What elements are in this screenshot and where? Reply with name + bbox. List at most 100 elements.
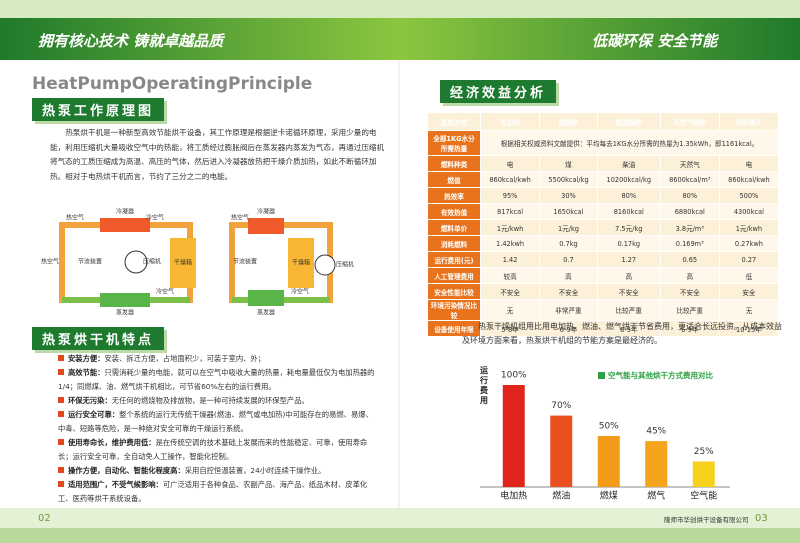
- table-cell: 1元/kwh: [479, 219, 541, 236]
- cost-table: 能热方式 电加热 煤锅炉 燃油锅炉 天然气锅炉 热泵烘干 全部1KG水分所需热量 根据相关权威…: [427, 112, 780, 337]
- bullet: [58, 481, 64, 487]
- principle-text: 热泵烘干机是一种新型高效节能烘干设备，其工作原理是根据逆卡诺循环原理，采用少量的…: [50, 128, 385, 181]
- table-cell: 6-9年: [539, 320, 598, 337]
- feature-title: 高效节能：: [68, 368, 105, 377]
- header-cell: 燃油锅炉: [596, 112, 661, 131]
- feature-text: 可广泛适用于各种食品、农副产品、海产品、纸品木材、皮革化工、医药等烘干系统设备。: [58, 480, 368, 503]
- header-cell: 能热方式: [427, 112, 481, 131]
- diagram-label: 冷空气: [291, 288, 309, 296]
- page-number: 02: [38, 513, 51, 524]
- header-row: 能热方式 电加热 煤锅炉 燃油锅炉 天然气锅炉 热泵烘干: [427, 112, 780, 131]
- table-cell: 运行费用(元): [427, 251, 481, 268]
- feature-item: 适用范围广，不受气候影响：可广泛适用于各种食品、农副产品、海产品、纸品木材、皮革…: [58, 478, 378, 506]
- table-cell: 无: [479, 299, 541, 321]
- table-cell: 无: [718, 299, 780, 321]
- x-tick-label: 电加热: [500, 490, 527, 502]
- bar: [550, 415, 573, 487]
- table-cell: 0.7: [539, 251, 598, 268]
- value-label: 25%: [694, 447, 714, 457]
- table-cell: 全部1KG水分所需热量: [427, 130, 481, 156]
- table-cell: 3.8元/m³: [659, 219, 720, 236]
- table-cell: 低: [718, 267, 780, 284]
- bullet: [58, 397, 64, 403]
- value-label: 45%: [646, 427, 666, 437]
- table-cell: 80%: [659, 187, 720, 204]
- diagram-label: 冷凝器: [257, 208, 275, 216]
- diagram-label: 冷凝器: [116, 208, 134, 216]
- bullet: [58, 439, 64, 445]
- bullet: [58, 411, 64, 417]
- feature-title: 运行安全可靠：: [68, 410, 120, 419]
- header-cell: 天然气锅炉: [659, 112, 720, 131]
- diagram-label: 干燥箱: [292, 259, 310, 267]
- feature-title: 操作方便，自动化、智能化程度高：: [68, 466, 185, 475]
- table-cell: 设备使用年限: [427, 320, 481, 337]
- diagram-label: 节流装置: [233, 258, 257, 266]
- section-heading: 经济效益分析: [440, 80, 557, 103]
- table-cell: 环境污染情况比较: [427, 299, 481, 321]
- table-cell: 8600kcal/m³: [659, 171, 720, 188]
- table-row: 人工管理费用 较高高高高低: [427, 267, 780, 284]
- right-slogan: 低碳环保 安全节能: [592, 32, 718, 50]
- diagram-label: 节流装置: [78, 258, 102, 266]
- table-cell: 0.169m³: [659, 235, 720, 252]
- feature-item: 操作方便，自动化、智能化程度高：采用自控恒温装置，24小时连续干燥作业。: [58, 464, 378, 478]
- feature-title: 适用范围广，不受气候影响：: [68, 480, 163, 489]
- feature-text: 只需消耗少量的电能，就可以在空气中吸收大量的热量，耗电量最低仅为电加热器的1/4…: [58, 368, 375, 391]
- feature-text: 无任何的燃烧物及排放物，是一种可持续发展的环保型产品。: [111, 396, 309, 405]
- chart-legend: 空气能与其他烘干方式费用对比: [608, 370, 713, 380]
- value-label: 100%: [501, 371, 527, 381]
- feature-text: 采用自控恒温装置，24小时连续干燥作业。: [184, 466, 326, 475]
- table-cell: 不安全: [479, 283, 541, 300]
- table-cell: 6-9年: [659, 320, 720, 337]
- table-cell: 燃值: [427, 171, 481, 188]
- table-row: 环境污染情况比较无非常严重 比较严重 比较严重无: [427, 299, 780, 321]
- feature-list: 安装方便：安装、拆迁方便，占地面积少，可装于室内、外； 高效节能：只需消耗少量的电…: [58, 352, 378, 506]
- summary-text: 热泵干燥机组用比用电加热、燃油、燃气烘干节省费用，更适合长远投资。从成本效益及环…: [462, 322, 782, 345]
- table-cell: 非常严重: [539, 299, 598, 321]
- feature-text: 是在传统空调的技术基础上发展而来的性能稳定、可靠，使用寿命长；运行安全可靠，全自…: [58, 438, 368, 461]
- table-cell: 860kcal/kwh: [718, 171, 780, 188]
- table-row: 全部1KG水分所需热量 根据相关权威资料文献提供：平均每去1KG水分所需的热量为1…: [427, 130, 779, 156]
- feature-text: 整个系统的运行无传统干燥器(燃油、燃气或电加热)中可能存在的易燃、易爆、中毒、短…: [58, 410, 373, 433]
- bullet: [58, 369, 64, 375]
- section-heading: 热泵工作原理图: [32, 98, 165, 121]
- feature-item: 高效节能：只需消耗少量的电能，就可以在空气中吸收大量的热量，耗电量最低仅为电加热…: [58, 366, 378, 394]
- bar: [597, 436, 620, 487]
- diagram-label: 压缩机: [336, 261, 354, 269]
- diagram-label: 冷空气: [156, 288, 174, 296]
- table-cell: 有效热值: [427, 203, 481, 220]
- table-cell: 500%: [718, 187, 780, 204]
- table-cell: 1元/kwh: [718, 219, 780, 236]
- table-cell: 30%: [539, 187, 598, 204]
- table-cell: 消耗燃料: [427, 235, 481, 252]
- diagram-label: 压缩机: [143, 258, 161, 266]
- table-cell: 燃料种类: [427, 155, 481, 172]
- x-tick-label: 燃气: [647, 490, 665, 502]
- diagram-label: 热空气: [66, 214, 84, 222]
- feature-item: 环保无污染：无任何的燃烧物及排放物，是一种可持续发展的环保型产品。: [58, 394, 378, 408]
- x-tick-label: 燃煤: [600, 490, 618, 502]
- diagram-label: 蒸发器: [257, 309, 275, 317]
- table-cell: 比较严重: [596, 299, 661, 321]
- table-cell: 1元/kg: [539, 219, 598, 236]
- value-label: 50%: [599, 422, 619, 432]
- feature-text: 安装、拆迁方便，占地面积少，可装于室内、外；: [104, 354, 266, 363]
- table-cell: 4300kcal: [718, 203, 780, 220]
- table-cell: 5-8年: [479, 320, 541, 337]
- table-cell: 根据相关权威资料文献提供：平均每去1KG水分所需的热量为1.35kWh，即116…: [480, 130, 779, 156]
- feature-title: 安装方便：: [68, 354, 105, 363]
- page-number: 03: [755, 513, 768, 524]
- x-tick-label: 燃油: [552, 490, 570, 502]
- table-cell: 1.27: [596, 251, 661, 268]
- feature-item: 安装方便：安装、拆迁方便，占地面积少，可装于室内、外；: [58, 352, 378, 366]
- diagram-label: 蒸发器: [116, 309, 134, 317]
- table-cell: 817kcal: [479, 203, 541, 220]
- x-tick-label: 空气能: [690, 490, 717, 502]
- y-axis-label: 运行费用: [479, 366, 488, 405]
- diagram-label: 干燥箱: [174, 259, 192, 267]
